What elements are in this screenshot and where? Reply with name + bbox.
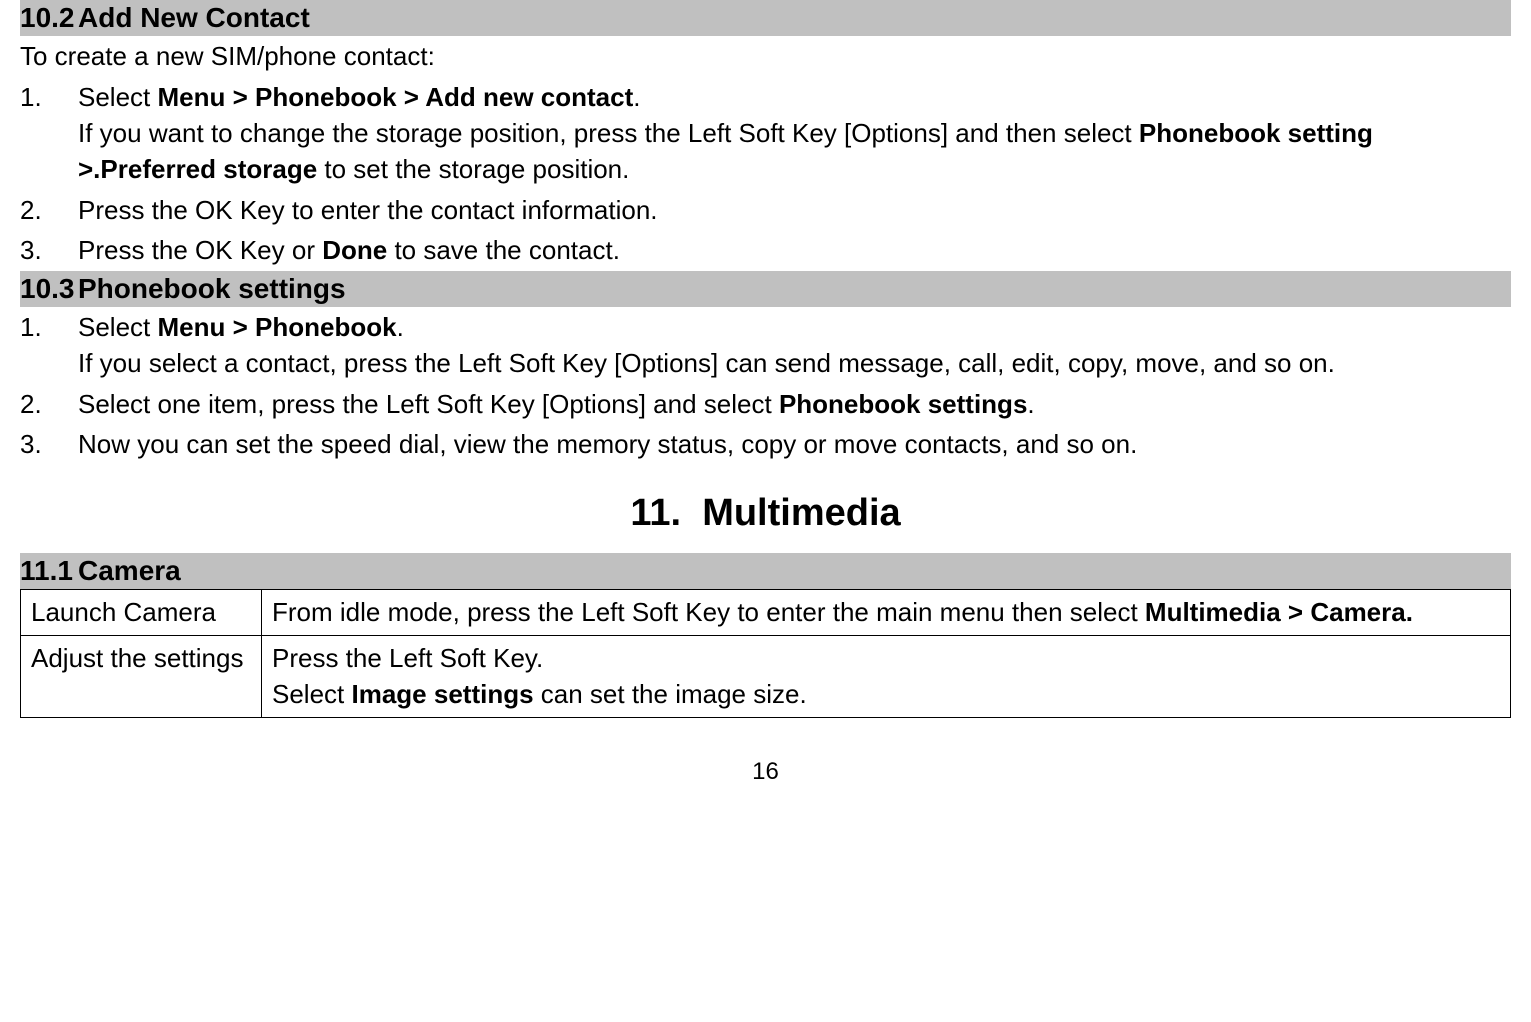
- list-content: Select Menu > Phonebook > Add new contac…: [78, 79, 1511, 188]
- section-number: 11.1: [20, 555, 78, 587]
- text-run: to save the contact.: [387, 235, 620, 265]
- section-title: Phonebook settings: [78, 273, 346, 305]
- table-row: Adjust the settings Press the Left Soft …: [21, 635, 1511, 717]
- section-number: 10.2: [20, 2, 78, 34]
- list-content: Select Menu > Phonebook. If you select a…: [78, 309, 1511, 382]
- text-run: If you want to change the storage positi…: [78, 118, 1139, 148]
- chapter-title-11: 11. Multimedia: [20, 464, 1511, 553]
- list-number: 1.: [20, 79, 78, 188]
- list-number: 3.: [20, 426, 78, 462]
- table-cell-content: Press the Left Soft Key. Select Image se…: [262, 635, 1511, 717]
- table-cell-content: From idle mode, press the Left Soft Key …: [262, 590, 1511, 635]
- list-content: Now you can set the speed dial, view the…: [78, 426, 1511, 462]
- section-heading-10-2: 10.2 Add New Contact: [20, 0, 1511, 36]
- text-run: Select one item, press the Left Soft Key…: [78, 389, 779, 419]
- text-bold: Menu > Phonebook: [158, 312, 397, 342]
- table-cell-label: Adjust the settings: [21, 635, 262, 717]
- list-item: 3. Now you can set the speed dial, view …: [20, 424, 1511, 464]
- text-run: Press the OK Key or: [78, 235, 322, 265]
- text-run: can set the image size.: [534, 679, 807, 709]
- document-page: 10.2 Add New Contact To create a new SIM…: [0, 0, 1531, 796]
- text-run: .: [397, 312, 404, 342]
- text-run: Select: [78, 312, 158, 342]
- section-title: Add New Contact: [78, 2, 310, 34]
- text-bold: Phonebook settings: [779, 389, 1027, 419]
- text-line: Select Image settings can set the image …: [272, 676, 1500, 712]
- text-run: .: [633, 82, 640, 112]
- section-102-intro: To create a new SIM/phone contact:: [20, 36, 1511, 76]
- list-content: Select one item, press the Left Soft Key…: [78, 386, 1511, 422]
- table-row: Launch Camera From idle mode, press the …: [21, 590, 1511, 635]
- chapter-name: Multimedia: [702, 492, 900, 534]
- text-bold: Image settings: [352, 679, 534, 709]
- list-number: 1.: [20, 309, 78, 382]
- text-bold: Done: [322, 235, 387, 265]
- text-bold: Menu > Phonebook > Add new contact: [158, 82, 634, 112]
- list-number: 2.: [20, 192, 78, 228]
- camera-table: Launch Camera From idle mode, press the …: [20, 589, 1511, 717]
- section-title: Camera: [78, 555, 181, 587]
- list-content: Press the OK Key or Done to save the con…: [78, 232, 1511, 268]
- list-content: Press the OK Key to enter the contact in…: [78, 192, 1511, 228]
- list-item: 2. Press the OK Key to enter the contact…: [20, 190, 1511, 230]
- section-heading-10-3: 10.3 Phonebook settings: [20, 271, 1511, 307]
- text-run: to set the storage position.: [317, 154, 629, 184]
- section-number: 10.3: [20, 273, 78, 305]
- section-103-list: 1. Select Menu > Phonebook. If you selec…: [20, 307, 1511, 465]
- text-run: Select: [272, 679, 352, 709]
- list-item: 1. Select Menu > Phonebook > Add new con…: [20, 77, 1511, 190]
- list-subtext: If you select a contact, press the Left …: [78, 345, 1511, 381]
- list-subtext: If you want to change the storage positi…: [78, 115, 1511, 188]
- list-item: 1. Select Menu > Phonebook. If you selec…: [20, 307, 1511, 384]
- text-run: From idle mode, press the Left Soft Key …: [272, 597, 1145, 627]
- list-number: 3.: [20, 232, 78, 268]
- list-number: 2.: [20, 386, 78, 422]
- text-run: Select: [78, 82, 158, 112]
- chapter-number: 11.: [630, 492, 681, 534]
- table-cell-label: Launch Camera: [21, 590, 262, 635]
- text-run: .: [1027, 389, 1034, 419]
- page-number: 16: [20, 718, 1511, 796]
- list-item: 3. Press the OK Key or Done to save the …: [20, 230, 1511, 270]
- text-bold: Multimedia > Camera.: [1145, 597, 1413, 627]
- section-102-list: 1. Select Menu > Phonebook > Add new con…: [20, 77, 1511, 271]
- list-item: 2. Select one item, press the Left Soft …: [20, 384, 1511, 424]
- section-heading-11-1: 11.1 Camera: [20, 553, 1511, 589]
- text-run: Press the Left Soft Key.: [272, 640, 1500, 676]
